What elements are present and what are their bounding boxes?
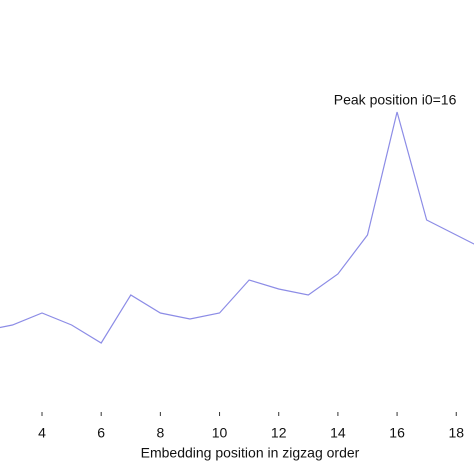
x-tick-label: 4 [38,425,46,441]
x-tick-label: 16 [389,425,405,441]
x-axis-label: Embedding position in zigzag order [141,445,360,461]
x-tick-label: 14 [330,425,346,441]
x-tick-label: 12 [271,425,287,441]
x-tick-label: 10 [212,425,228,441]
x-tick-label: 6 [97,425,105,441]
data-line [0,111,474,344]
x-tick-label: 18 [448,425,464,441]
x-tick-label: 8 [156,425,164,441]
annotation: Peak position i0=16 [334,92,457,108]
